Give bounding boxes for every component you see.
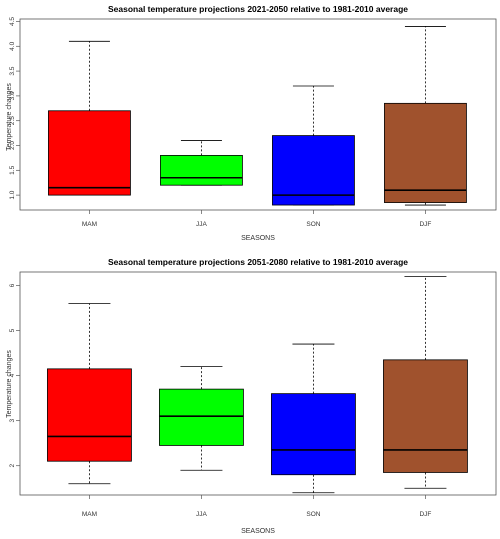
box-jja <box>160 155 243 186</box>
box-son <box>272 135 355 206</box>
chart-1: Seasonal temperature projections 2021-20… <box>6 4 497 242</box>
chart-2-title: Seasonal temperature projections 2051-20… <box>108 257 408 267</box>
y-tick-label: 1.0 <box>9 190 16 199</box>
box-djf <box>383 359 468 473</box>
y-tick-label: 4 <box>9 373 16 377</box>
y-tick-label: 3.0 <box>9 91 16 100</box>
x-tick-label: SON <box>306 511 320 518</box>
box-mam <box>47 368 132 462</box>
chart-2-ylabel: Temperature changes <box>6 350 13 418</box>
x-tick-label: JJA <box>196 221 208 228</box>
y-tick-label: 2.5 <box>9 116 16 125</box>
box-jja <box>159 388 244 446</box>
chart-1-marks: 1.0 1.5 2.0 2.5 3.0 3.5 4.0 4.5 MAM JJA SON DJF <box>9 17 467 228</box>
chart-2-plot-frame <box>19 271 497 496</box>
y-tick-label: 3.5 <box>9 66 16 75</box>
chart-2: Seasonal temperature projections 2051-20… <box>6 257 497 535</box>
chart-2-marks: 2 3 4 5 6 MAM JJA SON DJF <box>9 276 468 518</box>
chart-1-xlabel: SEASONS <box>241 235 275 242</box>
box-mam <box>48 110 131 196</box>
box-son <box>271 393 356 476</box>
chart-1-plot-frame <box>19 18 497 211</box>
x-tick-label: JJA <box>196 511 208 518</box>
x-tick-label: DJF <box>419 221 431 228</box>
y-tick-label: 5 <box>9 328 16 332</box>
chart-1-title: Seasonal temperature projections 2021-20… <box>108 4 408 14</box>
y-tick-label: 2.0 <box>9 141 16 150</box>
chart-1-ylabel: Temperature changes <box>6 83 13 151</box>
y-tick-label: 4.5 <box>9 17 16 26</box>
y-tick-label: 6 <box>9 283 16 287</box>
x-tick-label: MAM <box>82 221 97 228</box>
y-tick-label: 3 <box>9 418 16 422</box>
x-tick-label: SON <box>306 221 320 228</box>
x-tick-label: DJF <box>419 511 431 518</box>
box-djf <box>384 102 467 203</box>
y-tick-label: 4.0 <box>9 41 16 50</box>
y-tick-label: 1.5 <box>9 165 16 174</box>
y-tick-label: 2 <box>9 464 16 468</box>
chart-2-xlabel: SEASONS <box>241 528 275 535</box>
x-tick-label: MAM <box>82 511 97 518</box>
